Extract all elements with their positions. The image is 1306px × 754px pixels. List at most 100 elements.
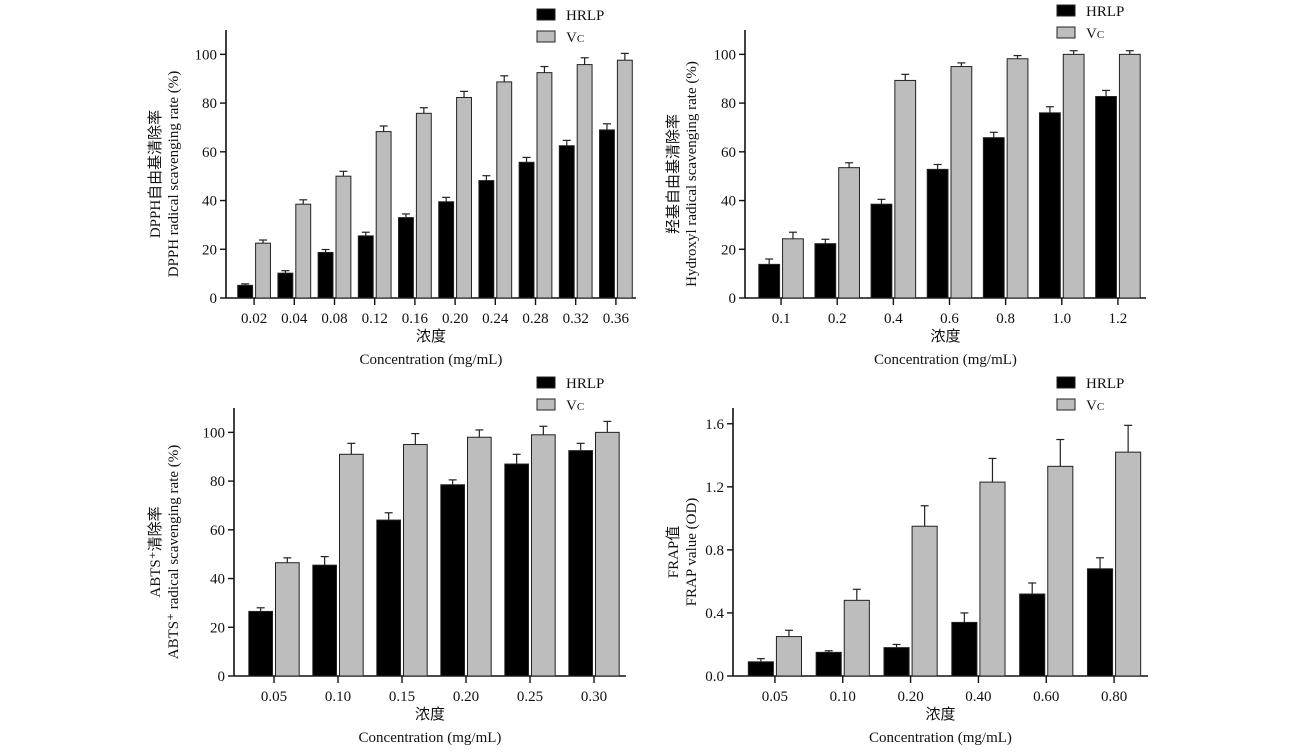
y-tick-label: 0.8 [705, 543, 724, 559]
bar-vc [979, 481, 1006, 677]
bar-hrlp [558, 145, 575, 299]
bar-vc [531, 434, 556, 677]
bar-vc [467, 436, 492, 677]
y-tick-label: 0.4 [705, 606, 724, 622]
y-tick-label: 40 [210, 572, 225, 588]
legend-item-hrlp: HRLP [1056, 4, 1124, 20]
bar-hrlp [926, 168, 949, 299]
y-axis-label-cn: 羟基自由基清除率 [665, 114, 682, 234]
bar-vc [295, 203, 312, 299]
legend-item-vc: VC [536, 398, 584, 414]
bar-hrlp [357, 235, 374, 299]
x-tick-label: 0.08 [321, 311, 347, 327]
y-tick-label: 100 [195, 47, 218, 63]
y-tick-label: 1.6 [705, 417, 724, 433]
y-axis-label: ABTS⁺ radical scavenging rate (%) [166, 445, 182, 660]
x-tick-label: 0.12 [362, 311, 388, 327]
x-tick-label: 0.05 [261, 689, 287, 705]
x-axis-label: Concentration (mg/mL) [874, 352, 1017, 368]
bar-vc [1006, 58, 1029, 299]
x-tick-label: 0.40 [965, 689, 991, 705]
legend-label: HRLP [1086, 376, 1124, 392]
legend-swatch [536, 398, 556, 411]
x-tick-label: 0.10 [325, 689, 351, 705]
y-tick-label: 0 [210, 291, 218, 307]
bar-vc [576, 64, 593, 299]
x-tick-label: 0.20 [897, 689, 923, 705]
bar-hrlp [237, 284, 254, 299]
y-tick-label: 40 [721, 194, 736, 210]
bar-vc [275, 562, 300, 677]
x-axis-label: Concentration (mg/mL) [359, 730, 502, 746]
x-tick-label: 0.10 [830, 689, 856, 705]
bar-hrlp [376, 519, 402, 677]
bar-vc [775, 636, 803, 677]
x-tick-label: 0.8 [996, 311, 1015, 327]
legend-item-hrlp: HRLP [536, 8, 604, 24]
bar-vc [335, 175, 352, 299]
x-tick-label: 0.24 [482, 311, 509, 327]
x-tick-label: 0.60 [1033, 689, 1059, 705]
bar-hrlp [518, 161, 535, 299]
y-tick-label: 20 [721, 242, 736, 258]
bar-hrlp [815, 651, 842, 677]
x-tick-label: 1.2 [1109, 311, 1128, 327]
bar-vc [950, 66, 973, 299]
x-tick-label: 0.4 [884, 311, 903, 327]
x-tick-label: 0.30 [581, 689, 607, 705]
bar-vc [1118, 53, 1141, 299]
y-tick-label: 1.2 [705, 480, 724, 496]
bar-vc [1115, 451, 1142, 677]
bar-vc [403, 444, 428, 677]
bar-vc [415, 112, 432, 299]
legend-label: HRLP [566, 376, 604, 392]
bar-hrlp [1039, 112, 1061, 299]
y-tick-label: 0 [729, 291, 737, 307]
y-tick-label: 60 [202, 145, 217, 161]
bar-vc [843, 599, 870, 677]
x-axis-label-cn: 浓度 [925, 706, 955, 723]
x-tick-label: 0.20 [442, 311, 468, 327]
chart-panel-4: 0.0 0.4 0.8 1.2 1.6 0.05 0.10 0.20 0.40 0.60 0.80 浓… [665, 376, 1148, 746]
bar-hrlp [1086, 568, 1114, 677]
y-tick-label: 100 [714, 47, 737, 63]
bar-vc [339, 453, 364, 677]
y-axis-label: FRAP value (OD) [684, 498, 700, 607]
bar-vc [782, 238, 804, 299]
legend-swatch [536, 8, 556, 21]
x-axis-label-cn: 浓度 [930, 328, 960, 345]
x-tick-label: 0.15 [389, 689, 415, 705]
bar-vc [838, 167, 860, 299]
y-tick-label: 80 [721, 96, 736, 112]
bar-vc [255, 242, 271, 299]
y-axis-label-cn: DPPH自由基清除率 [147, 110, 164, 238]
bar-hrlp [504, 463, 530, 677]
y-axis-label-cn: ABTS⁺清除率 [147, 506, 164, 597]
bar-vc [536, 72, 553, 299]
x-axis-label-cn: 浓度 [416, 328, 446, 345]
legend-swatch [1056, 376, 1076, 389]
x-tick-label: 0.28 [522, 311, 548, 327]
legend-label: HRLP [566, 8, 604, 24]
bar-vc [1047, 465, 1074, 677]
legend-item-vc: VC [536, 30, 584, 46]
bar-vc [1062, 53, 1085, 299]
x-tick-label: 1.0 [1052, 311, 1071, 327]
bar-hrlp [599, 129, 615, 299]
y-tick-label: 20 [210, 620, 225, 636]
legend-item-vc: VC [1056, 26, 1104, 42]
bar-hrlp [398, 217, 414, 299]
y-axis-label: DPPH radical scavenging rate (%) [166, 71, 182, 278]
bar-hrlp [312, 564, 338, 677]
legend-label: VC [566, 30, 584, 46]
legend-swatch [536, 30, 556, 43]
legend-swatch [1056, 4, 1076, 17]
y-tick-label: 20 [202, 242, 217, 258]
x-axis-label-cn: 浓度 [415, 706, 445, 723]
x-tick-label: 0.04 [281, 311, 308, 327]
x-axis-label: Concentration (mg/mL) [869, 730, 1012, 746]
bar-hrlp [982, 137, 1005, 299]
y-tick-label: 60 [210, 523, 225, 539]
bar-hrlp [870, 203, 893, 299]
